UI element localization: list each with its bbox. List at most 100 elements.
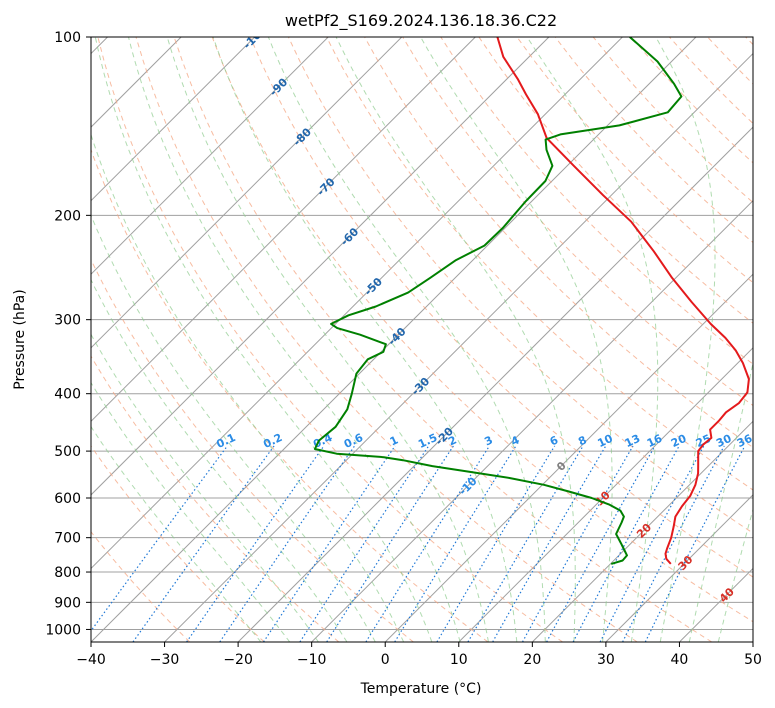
isotherm-line — [458, 347, 753, 642]
y-tick-label: 800 — [54, 565, 81, 581]
mixing-ratio-label: 0.6 — [342, 431, 365, 451]
y-tick-label: 200 — [54, 208, 81, 224]
dry-adiabat — [516, 37, 753, 284]
mixing-ratio-line — [132, 445, 275, 642]
isotherm-line — [91, 37, 550, 496]
background-grid — [91, 37, 753, 642]
moist-adiabat — [212, 37, 518, 642]
y-axis: 1000 900 800 700 600 500 400 300 200 100 — [45, 30, 91, 638]
dry-adiabat — [211, 37, 753, 623]
y-tick-label: 500 — [54, 444, 81, 460]
x-axis: −40 −30 −20 −10 0 10 20 30 40 50 — [76, 642, 762, 668]
isotherm-line — [752, 641, 753, 642]
mixing-ratio-label: 0.2 — [261, 431, 284, 451]
y-tick-label: 900 — [54, 595, 81, 611]
mixing-ratio-line — [326, 445, 454, 642]
x-tick-label: 10 — [450, 652, 468, 668]
plot-frame — [90, 36, 754, 643]
isotherm-line — [91, 37, 476, 423]
mixing-ratio-label: 13 — [623, 432, 642, 450]
y-tick-label: 1000 — [45, 622, 81, 638]
x-tick-label: 50 — [744, 652, 762, 668]
isotherm-line — [164, 52, 753, 642]
moist-adiabat — [688, 360, 753, 642]
dry-adiabat — [173, 37, 713, 642]
mixing-ratio-line — [262, 445, 396, 642]
isotherm-line — [91, 37, 697, 642]
sounding-profiles — [313, 37, 750, 565]
moist-adiabat — [94, 37, 433, 642]
moist-adiabat — [91, 214, 376, 642]
x-tick-label: −40 — [76, 652, 106, 668]
mixing-ratio-line — [467, 445, 584, 642]
dry-adiabat — [91, 355, 340, 642]
x-tick-label: −20 — [223, 652, 253, 668]
mixing-ratio-label: 6 — [548, 433, 561, 448]
dry-adiabat — [91, 258, 414, 642]
x-axis-title: Temperature (°C) — [360, 681, 482, 697]
mixing-ratio-line — [622, 445, 725, 642]
mixing-ratio-label: 16 — [645, 432, 665, 450]
moist-adiabat — [91, 425, 262, 642]
mixing-ratio-label: 30 — [714, 432, 734, 450]
dry-adiabat — [249, 37, 753, 578]
y-tick-label: 300 — [54, 313, 81, 329]
dry-adiabat — [478, 37, 753, 324]
dry-adiabat — [91, 445, 265, 642]
dry-adiabat — [745, 37, 753, 46]
moist-adiabat — [420, 37, 613, 642]
moist-adiabat — [267, 37, 546, 642]
moist-adiabat — [128, 37, 461, 642]
mixing-ratio-label: 0.1 — [214, 431, 237, 451]
mixing-ratio-line — [186, 445, 325, 642]
y-tick-label: 400 — [54, 387, 81, 403]
mixing-ratio-line — [644, 445, 746, 642]
y-tick-label: 100 — [54, 30, 81, 46]
isotherm-line — [237, 126, 753, 642]
x-tick-label: 20 — [523, 652, 541, 668]
dry-adiabat — [669, 37, 753, 125]
isotherm-line — [531, 420, 753, 642]
isotherm-line — [91, 37, 329, 275]
mixing-ratio-label: 25 — [694, 432, 713, 450]
x-tick-label: 30 — [597, 652, 615, 668]
dry-adiabat — [592, 37, 753, 204]
chart-title: wetPf2_S169.2024.136.18.36.C22 — [285, 11, 557, 31]
isotherm-label: -10 — [456, 474, 479, 497]
dry-adiabat — [402, 37, 753, 407]
mixing-ratio-line — [546, 445, 656, 642]
isotherm-line — [384, 273, 753, 642]
dry-adiabat — [440, 37, 753, 365]
mixing-ratio-line — [599, 445, 705, 642]
x-tick-label: 0 — [381, 652, 390, 668]
dry-adiabat — [97, 37, 563, 642]
mixing-ratio-line — [365, 445, 491, 642]
mixing-ratio-label: 3 — [482, 433, 494, 448]
mixing-ratio-label: 1 — [388, 433, 400, 448]
mixing-ratio-label: 10 — [595, 432, 615, 450]
temperature-profile-line — [496, 37, 750, 565]
y-axis-title: Pressure (hPa) — [12, 289, 28, 389]
isotherm-line — [605, 494, 753, 642]
isotherm-line — [91, 37, 623, 570]
isopleth-labels: 0.1 0.2 0.4 0.6 1 1.5 2 3 4 6 8 10 13 16 20 25 30 36-100-… — [214, 37, 755, 605]
moist-adiabat — [91, 278, 348, 642]
mixing-ratio-label: 4 — [509, 433, 522, 448]
dry-adiabat — [91, 148, 489, 642]
moist-adiabat — [91, 381, 291, 642]
moist-adiabat — [335, 37, 576, 642]
dry-adiabat — [287, 37, 753, 534]
mixing-ratio-line — [394, 445, 517, 642]
dry-adiabat — [91, 531, 191, 642]
moist-adiabat — [655, 37, 716, 642]
mixing-ratio-line — [436, 445, 556, 642]
moist-adiabat — [526, 37, 659, 642]
moist-adiabat — [91, 333, 319, 642]
mixing-ratio-line — [219, 445, 356, 642]
moist-adiabat — [91, 133, 405, 642]
x-tick-label: 40 — [671, 652, 689, 668]
mixing-ratio-label: 36 — [735, 432, 755, 450]
mixing-ratio-line — [299, 445, 430, 642]
moist-adiabat — [166, 37, 489, 642]
